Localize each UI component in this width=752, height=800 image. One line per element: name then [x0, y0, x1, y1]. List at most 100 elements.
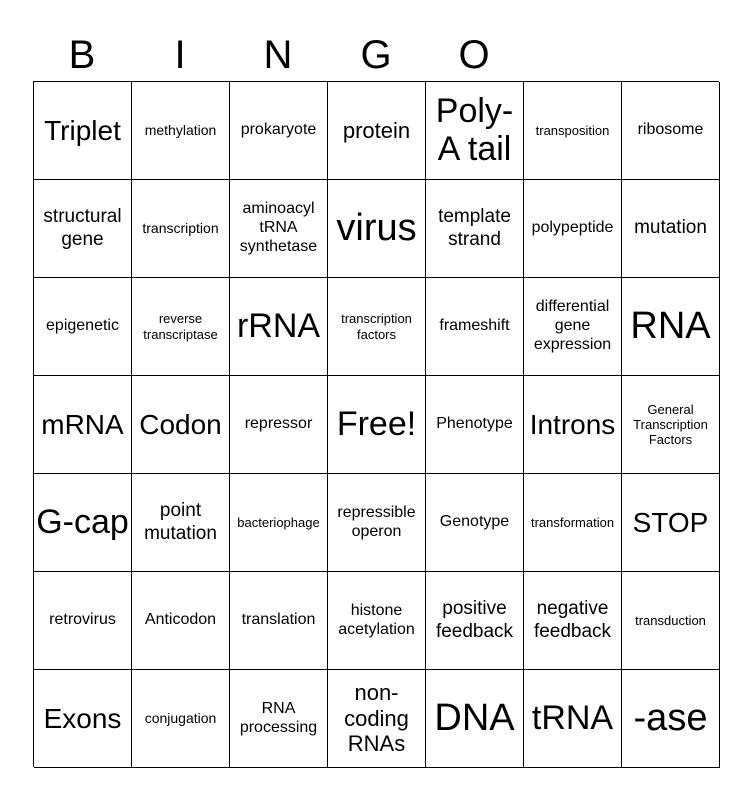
bingo-cell[interactable]: DNA [426, 670, 524, 768]
bingo-cell[interactable]: negative feedback [524, 572, 622, 670]
bingo-cell[interactable]: Phenotype [426, 376, 524, 474]
bingo-cell[interactable]: G-cap [34, 474, 132, 572]
header-letter-o: O [458, 33, 490, 77]
bingo-cell[interactable]: structural gene [34, 180, 132, 278]
bingo-cell[interactable]: transcription factors [328, 278, 426, 376]
cell-text: transcription factors [341, 311, 412, 342]
bingo-cell[interactable]: RNA processing [230, 670, 328, 768]
cell-text: Codon [139, 408, 222, 440]
cell-text: positive feedback [435, 598, 514, 642]
cell-text: prokaryote [240, 121, 317, 139]
bingo-grid: Triplet methylation prokaryote protein Poly-… [33, 81, 720, 768]
bingo-cell[interactable]: repressible operon [328, 474, 426, 572]
bingo-cell[interactable]: retrovirus [34, 572, 132, 670]
cell-text: protein [342, 117, 411, 143]
cell-text: frameshift [439, 317, 510, 335]
bingo-cell[interactable]: -ase [622, 670, 720, 768]
cell-text: STOP [632, 506, 709, 538]
bingo-cell[interactable]: Triplet [34, 82, 132, 180]
bingo-cell[interactable]: bacteriophage [230, 474, 328, 572]
cell-text: transcription [142, 220, 219, 237]
cell-text: negative feedback [533, 598, 612, 642]
cell-text: Triplet [44, 114, 121, 146]
bingo-cell[interactable]: Codon [132, 376, 230, 474]
bingo-cell[interactable]: RNA [622, 278, 720, 376]
cell-text: DNA [434, 696, 515, 739]
bingo-cell[interactable]: virus [328, 180, 426, 278]
bingo-cell[interactable]: aminoacyl tRNA synthetase [230, 180, 328, 278]
header-letter-g: G [360, 33, 392, 77]
cell-text: point mutation [144, 500, 217, 544]
cell-text: conjugation [144, 710, 217, 727]
bingo-cell[interactable]: transformation [524, 474, 622, 572]
cell-text: RNA processing [239, 699, 318, 736]
cell-text: Phenotype [436, 415, 513, 433]
bingo-cell[interactable]: tRNA [524, 670, 622, 768]
cell-text: -ase [633, 696, 708, 739]
bingo-cell[interactable]: positive feedback [426, 572, 524, 670]
cell-text: rRNA [236, 306, 321, 345]
cell-text: histone acetylation [338, 601, 415, 638]
cell-text: transformation [530, 514, 615, 530]
bingo-cell[interactable]: Genotype [426, 474, 524, 572]
bingo-cell[interactable]: transcription [132, 180, 230, 278]
cell-text: mutation [634, 217, 707, 239]
bingo-cell[interactable]: template strand [426, 180, 524, 278]
free-space-cell[interactable]: Free! [328, 376, 426, 474]
bingo-cell[interactable]: translation [230, 572, 328, 670]
bingo-cell[interactable]: conjugation [132, 670, 230, 768]
cell-text: epigenetic [46, 317, 119, 335]
cell-text: polypeptide [531, 219, 614, 237]
cell-text: RNA [630, 304, 711, 347]
cell-text: repressor [244, 415, 313, 433]
cell-text: non-coding RNAs [344, 679, 409, 757]
cell-text: virus [336, 206, 417, 249]
cell-text: Free! [336, 404, 417, 443]
bingo-cell[interactable]: repressor [230, 376, 328, 474]
bingo-cell[interactable]: differential gene expression [524, 278, 622, 376]
cell-text: translation [241, 611, 316, 629]
cell-text: General Transcription Factors [633, 401, 708, 448]
bingo-header: B I N G O [33, 30, 523, 80]
bingo-cell[interactable]: protein [328, 82, 426, 180]
bingo-cell[interactable]: non-coding RNAs [328, 670, 426, 768]
cell-text: transposition [535, 122, 610, 138]
bingo-cell[interactable]: epigenetic [34, 278, 132, 376]
header-letter-n: N [263, 33, 293, 77]
cell-text: G-cap [36, 502, 129, 541]
bingo-cell[interactable]: reverse transcriptase [132, 278, 230, 376]
cell-text: differential gene expression [533, 298, 612, 353]
bingo-cell[interactable]: prokaryote [230, 82, 328, 180]
cell-text: structural gene [43, 206, 122, 250]
cell-text: Poly-A tail [435, 92, 514, 168]
bingo-cell[interactable]: General Transcription Factors [622, 376, 720, 474]
bingo-cell[interactable]: methylation [132, 82, 230, 180]
bingo-cell[interactable]: STOP [622, 474, 720, 572]
header-letter-i: I [174, 33, 186, 77]
bingo-cell[interactable]: polypeptide [524, 180, 622, 278]
bingo-cell[interactable]: Exons [34, 670, 132, 768]
bingo-cell[interactable]: histone acetylation [328, 572, 426, 670]
cell-text: template strand [438, 206, 511, 250]
cell-text: Genotype [439, 513, 510, 531]
cell-text: Exons [43, 702, 122, 734]
bingo-cell[interactable]: Introns [524, 376, 622, 474]
bingo-cell[interactable]: Anticodon [132, 572, 230, 670]
bingo-cell[interactable]: point mutation [132, 474, 230, 572]
cell-text: transduction [635, 612, 706, 628]
cell-text: methylation [144, 122, 217, 139]
bingo-cell[interactable]: ribosome [622, 82, 720, 180]
cell-text: reverse transcriptase [143, 311, 218, 342]
cell-text: Introns [529, 408, 616, 440]
bingo-cell[interactable]: frameshift [426, 278, 524, 376]
cell-text: mRNA [41, 408, 124, 440]
bingo-cell[interactable]: Poly-A tail [426, 82, 524, 180]
cell-text: repressible operon [337, 503, 416, 540]
cell-text: bacteriophage [237, 514, 320, 530]
bingo-cell[interactable]: transduction [622, 572, 720, 670]
bingo-cell[interactable]: transposition [524, 82, 622, 180]
bingo-cell[interactable]: mutation [622, 180, 720, 278]
bingo-cell[interactable]: rRNA [230, 278, 328, 376]
cell-text: Anticodon [144, 611, 217, 629]
bingo-cell[interactable]: mRNA [34, 376, 132, 474]
